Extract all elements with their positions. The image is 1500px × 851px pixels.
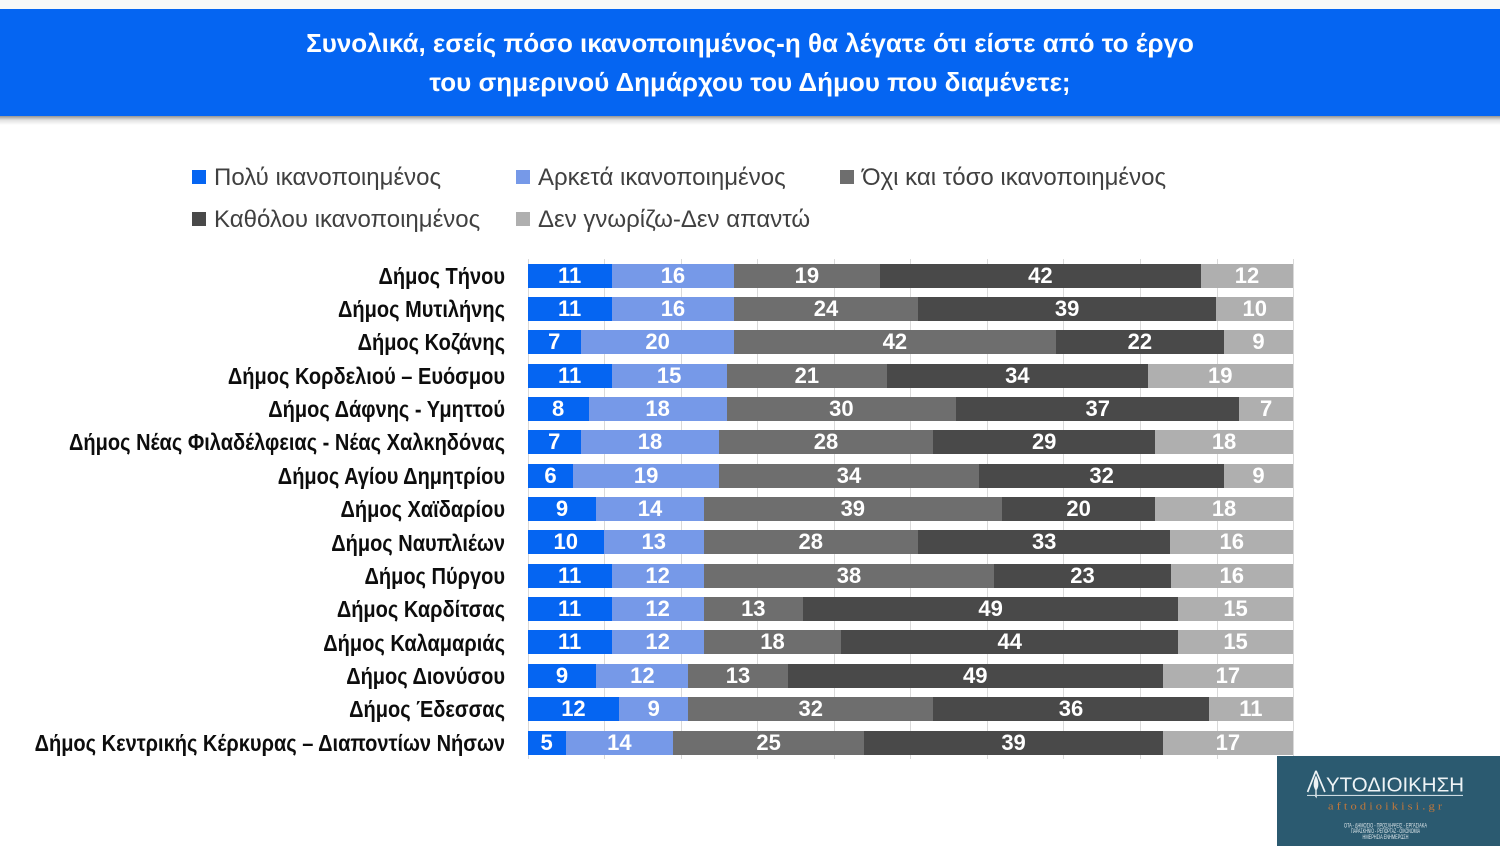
svg-text:ΟΤΑ - ΔΗΜΟΣΙΟ - ΠΡΟΣΛΗΨΕΙΣ - Ε: ΟΤΑ - ΔΗΜΟΣΙΟ - ΠΡΟΣΛΗΨΕΙΣ - ΕΡΓΑΣΙΑΚΑ <box>1344 822 1428 829</box>
svg-text:ΥΤΟΔΙΟΙΚΗΣΗ: ΥΤΟΔΙΟΙΚΗΣΗ <box>1326 775 1464 797</box>
svg-text:a f t o d i o i k i s i . g r: a f t o d i o i k i s i . g r <box>1328 800 1442 812</box>
svg-text:ΗΜΕΡΗΣΙΑ ΕΝΗΜΕΡΩΣΗ: ΗΜΕΡΗΣΙΑ ΕΝΗΜΕΡΩΣΗ <box>1363 834 1409 841</box>
svg-text:ΠΑΡΑΣΚΗΝΙΟ - ΡΕΠΟΡΤΑΖ - ΟΙΚΟΝΟ: ΠΑΡΑΣΚΗΝΙΟ - ΡΕΠΟΡΤΑΖ - ΟΙΚΟΝΟΜΙΑ <box>1351 828 1421 835</box>
